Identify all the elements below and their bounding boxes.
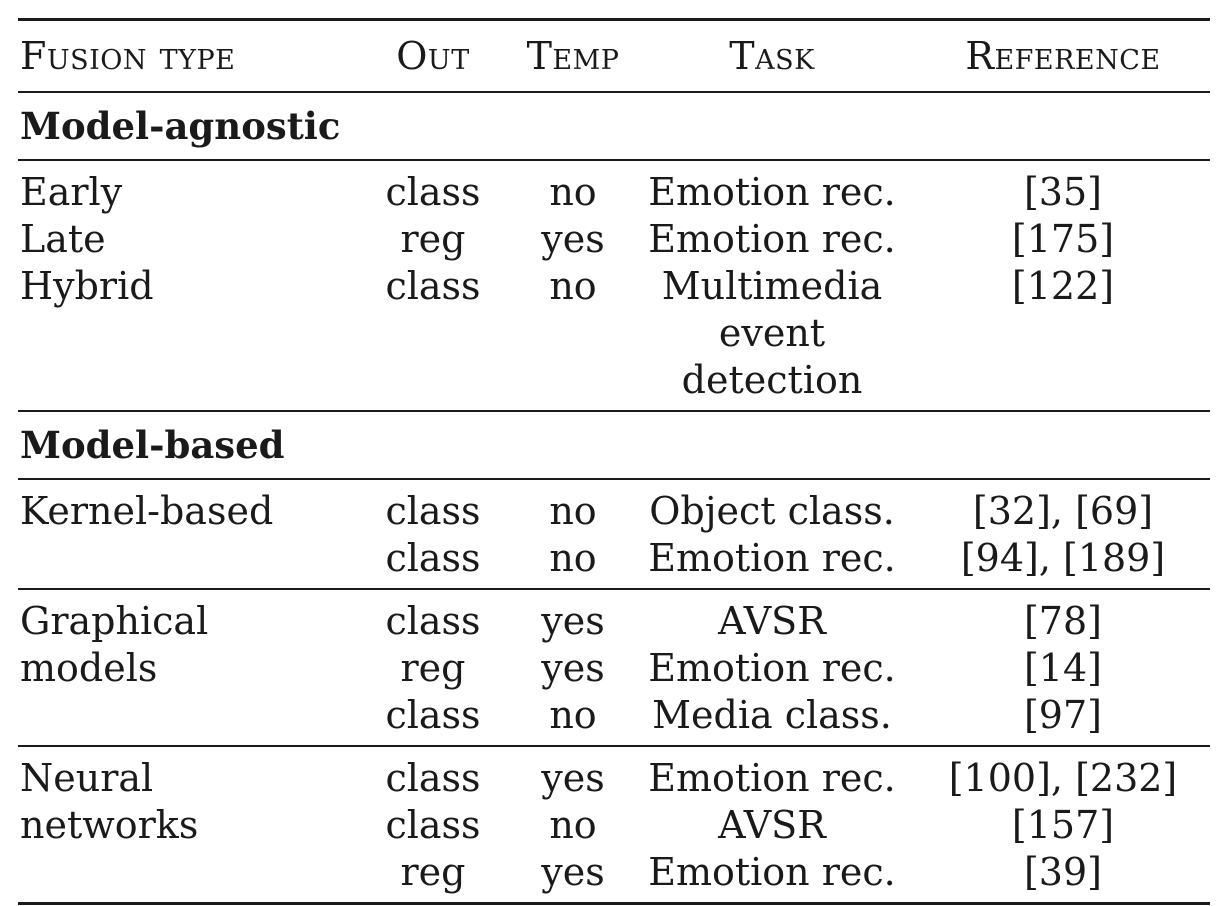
cell-temp: no [549,693,597,737]
cell-task: AVSR [718,803,826,847]
cell-temp [518,310,628,404]
table-row: Late reg yes Emotion rec. [175] [18,216,1210,263]
cell-reference: [39] [1023,850,1102,894]
cell-temp: yes [541,217,605,261]
fusion-table: Fusion type Out Temp Task Reference Mode… [18,18,1210,905]
table-row: class no Emotion rec. [94], [189] [18,535,1210,582]
cell-task: Emotion rec. [648,850,896,894]
group-rule [18,588,1210,590]
header-task: Task [729,34,815,78]
table-row: event detection [18,310,1210,404]
cell-temp: yes [541,599,605,643]
cell-temp: no [549,536,597,580]
cell-fusion-type [18,535,348,582]
cell-fusion-type [18,849,348,896]
table-row: Neural class yes Emotion rec. [100], [232] [18,755,1210,802]
cell-temp: yes [541,756,605,800]
table-row: reg yes Emotion rec. [39] [18,849,1210,896]
cell-out: class [385,536,481,580]
cell-out: class [385,599,481,643]
cell-reference: [94], [189] [960,536,1166,580]
cell-reference: [97] [1023,693,1102,737]
table-row: Early class no Emotion rec. [35] [18,169,1210,216]
cell-fusion-type: Hybrid [20,264,154,308]
cell-task: Emotion rec. [648,217,896,261]
cell-reference: [157] [1011,803,1115,847]
cell-temp: yes [541,646,605,690]
header-rule [18,91,1210,93]
cell-task: Emotion rec. [648,536,896,580]
cell-task: Emotion rec. [648,646,896,690]
cell-temp: no [549,264,597,308]
cell-out: class [385,489,481,533]
cell-out: class [385,803,481,847]
cell-fusion-type [18,692,348,739]
cell-out: reg [400,217,466,261]
table-row: models reg yes Emotion rec. [14] [18,645,1210,692]
cell-fusion-type: Neural [20,756,154,800]
row-group: Early class no Emotion rec. [35] Late reg yes Em… [18,161,1210,410]
row-group: Kernel-based class no Object class. [32], [6… [18,480,1210,588]
table-row: networks class no AVSR [157] [18,802,1210,849]
cell-out: class [385,170,481,214]
cell-reference: [14] [1023,646,1102,690]
cell-task: Media class. [652,693,892,737]
section-rule [18,478,1210,480]
table-row: Graphical class yes AVSR [78] [18,598,1210,645]
cell-fusion-type [18,310,348,404]
cell-task: Object class. [649,489,895,533]
cell-reference: [78] [1023,599,1102,643]
cell-fusion-type: networks [20,803,199,847]
section-title: Model-based [20,423,285,467]
cell-reference: [35] [1023,170,1102,214]
cell-out [348,310,518,404]
bottom-rule [18,902,1210,905]
cell-reference: [122] [1011,264,1115,308]
cell-temp: no [549,489,597,533]
section-rule [18,159,1210,161]
section-title: Model-agnostic [20,104,341,148]
cell-out: class [385,264,481,308]
header-out: Out [396,34,470,78]
cell-out: class [385,756,481,800]
group-rule [18,410,1210,412]
cell-temp: yes [541,850,605,894]
table-body: Model-agnostic Early class no Emotion rec. [3… [18,93,1210,902]
header-temp: Temp [526,34,620,78]
table-header: Fusion type Out Temp Task Reference [18,21,1210,91]
cell-task: Emotion rec. [648,756,896,800]
cell-fusion-type: Early [20,170,123,214]
cell-fusion-type: Graphical [20,599,209,643]
table-row: Hybrid class no Multimedia [122] [18,263,1210,310]
cell-reference: [32], [69] [972,489,1154,533]
cell-fusion-type: Kernel-based [20,489,274,533]
header-fusion-type: Fusion type [20,34,236,78]
cell-temp: no [549,803,597,847]
cell-out: class [385,693,481,737]
cell-reference [916,310,1210,404]
group-rule [18,745,1210,747]
top-rule [18,18,1210,21]
table-row: Kernel-based class no Object class. [32], [6… [18,488,1210,535]
cell-out: reg [400,850,466,894]
cell-reference: [175] [1011,217,1115,261]
cell-task: event detection [681,311,863,402]
cell-reference: [100], [232] [948,756,1178,800]
cell-out: reg [400,646,466,690]
cell-fusion-type: Late [20,217,106,261]
row-group: Neural class yes Emotion rec. [100], [232] ne… [18,747,1210,902]
cell-task: Multimedia [661,264,883,308]
cell-task: Emotion rec. [648,170,896,214]
cell-temp: no [549,170,597,214]
table-row: class no Media class. [97] [18,692,1210,739]
cell-fusion-type: models [20,646,158,690]
row-group: Graphical class yes AVSR [78] models reg yes Emo… [18,590,1210,745]
cell-task: AVSR [718,599,826,643]
header-reference: Reference [965,34,1161,78]
